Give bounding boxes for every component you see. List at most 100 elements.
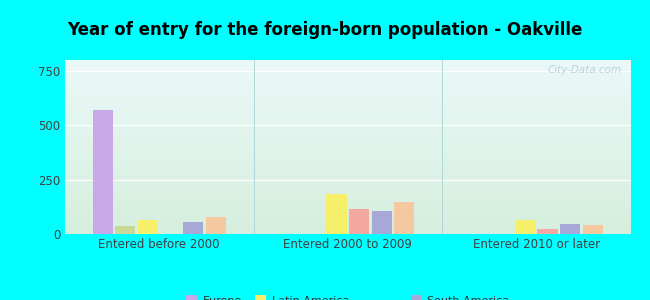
Bar (65, 91, 630, 92)
Bar (65, 207, 630, 208)
Bar (65, 196, 630, 197)
Bar (65, 152, 630, 153)
Bar (65, 117, 630, 118)
Bar (65, 107, 630, 108)
Bar (65, 189, 630, 190)
Bar (65, 146, 630, 147)
Bar (65, 205, 630, 206)
Bar (65, 94, 630, 95)
Bar (538, 229, 558, 234)
Bar (65, 110, 630, 111)
Bar (65, 223, 630, 224)
Bar (65, 104, 630, 105)
Bar (65, 130, 630, 131)
Bar (65, 197, 630, 198)
Bar (65, 233, 630, 234)
Bar (65, 118, 630, 119)
Bar (65, 142, 630, 143)
Bar (65, 160, 630, 161)
Bar (65, 204, 630, 205)
Bar (65, 210, 630, 211)
Bar (65, 169, 630, 170)
Bar (65, 134, 630, 135)
Bar (515, 220, 535, 234)
Bar (65, 99, 630, 100)
Bar (65, 170, 630, 171)
Bar (65, 78, 630, 79)
Bar (65, 121, 630, 122)
Bar (65, 114, 630, 115)
Bar (65, 221, 630, 222)
Bar (65, 95, 630, 96)
Bar (65, 213, 630, 214)
Bar (92, 110, 113, 234)
Bar (65, 150, 630, 151)
Bar (65, 202, 630, 203)
Bar (65, 154, 630, 155)
Bar (372, 211, 392, 234)
Bar (65, 93, 630, 94)
Bar (65, 192, 630, 193)
Bar (65, 220, 630, 221)
Bar (65, 66, 630, 67)
Bar (65, 172, 630, 173)
Bar (115, 226, 135, 234)
Bar (65, 61, 630, 62)
Bar (65, 219, 630, 220)
Bar (65, 84, 630, 85)
Bar (65, 119, 630, 120)
Bar (65, 156, 630, 157)
Bar (65, 80, 630, 81)
Bar (65, 209, 630, 210)
Bar (65, 133, 630, 134)
Bar (65, 98, 630, 99)
Bar (65, 201, 630, 202)
Bar (65, 169, 630, 170)
Bar (394, 202, 415, 234)
Bar (65, 200, 630, 201)
Bar (65, 166, 630, 167)
Bar (65, 186, 630, 187)
Bar (65, 106, 630, 107)
Bar (65, 183, 630, 184)
Bar (65, 143, 630, 144)
Legend: Europe, Asia, Latin America, Other Central America, South America, Other: Europe, Asia, Latin America, Other Centr… (186, 295, 510, 300)
Bar (65, 158, 630, 159)
Bar (65, 224, 630, 225)
Bar (65, 86, 630, 87)
Bar (65, 92, 630, 93)
Bar (65, 187, 630, 188)
Bar (65, 193, 630, 194)
Bar (65, 76, 630, 77)
Text: City-Data.com: City-Data.com (548, 65, 622, 75)
Bar (65, 206, 630, 207)
Bar (349, 209, 369, 234)
Bar (65, 62, 630, 63)
Bar (65, 198, 630, 199)
Bar (65, 157, 630, 158)
Bar (65, 73, 630, 74)
Bar (65, 227, 630, 228)
Bar (65, 105, 630, 106)
Bar (65, 225, 630, 226)
Bar (65, 148, 630, 149)
Bar (65, 125, 630, 126)
Bar (65, 184, 630, 185)
Bar (65, 127, 630, 128)
Bar (65, 109, 630, 110)
Bar (65, 89, 630, 90)
Bar (65, 173, 630, 174)
Bar (65, 203, 630, 204)
Bar (138, 220, 158, 234)
Bar (65, 87, 630, 88)
Bar (65, 163, 630, 164)
Bar (65, 103, 630, 104)
Bar (65, 112, 630, 113)
Bar (65, 70, 630, 71)
Bar (65, 141, 630, 142)
Bar (65, 79, 630, 80)
Bar (65, 191, 630, 192)
Bar (65, 174, 630, 175)
Bar (65, 176, 630, 177)
Bar (65, 128, 630, 129)
